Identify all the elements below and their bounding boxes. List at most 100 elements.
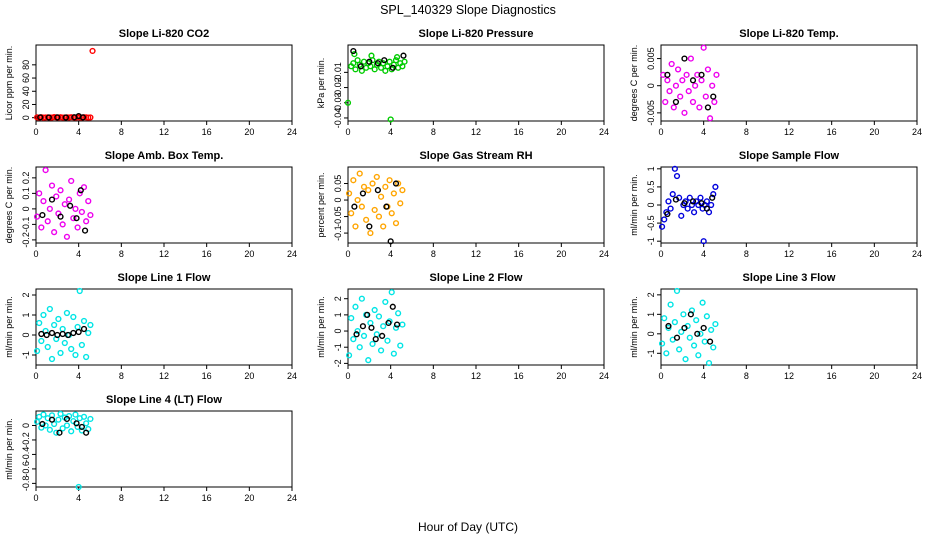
- data-point: [397, 200, 404, 207]
- x-tick-label: 24: [287, 493, 297, 503]
- y-axis-label: kPa per min.: [316, 58, 326, 109]
- x-tick-label: 20: [869, 249, 879, 259]
- data-point: [700, 238, 707, 245]
- panel-1: Slope Li-820 CO2 0 4 8 12 16 20 24 0 20 40 60 80 Lico…: [4, 28, 297, 137]
- y-tick-label: 0: [333, 198, 343, 203]
- data-point: [677, 93, 684, 100]
- data-point: [697, 194, 704, 201]
- data-point: [663, 350, 670, 357]
- x-tick-label: 24: [599, 371, 609, 381]
- data-point: [399, 187, 406, 194]
- data-point: [706, 115, 714, 122]
- data-point: [348, 210, 355, 217]
- y-tick-label: 20: [21, 99, 31, 109]
- highlight-point: [83, 429, 90, 436]
- highlight-point: [54, 114, 61, 121]
- y-tick-label: 0: [646, 83, 656, 88]
- highlight-point: [45, 114, 52, 121]
- highlight-point: [672, 98, 680, 106]
- highlight-point: [48, 329, 56, 337]
- data-point: [33, 418, 41, 425]
- data-point: [368, 52, 375, 59]
- data-point: [51, 321, 58, 329]
- data-point: [365, 187, 372, 194]
- panel-3: Slope Li-820 Temp.0 4 8 12 16 20 24-0.00500.00…: [629, 28, 922, 137]
- data-point: [48, 355, 56, 363]
- panel-4: Slope Amb. Box Temp. 0 4 8 12 16 20 24 -0.2-0.1 0…: [4, 150, 297, 259]
- x-tick-label: 24: [912, 371, 922, 381]
- x-tick-label: 20: [244, 127, 254, 137]
- data-point: [395, 310, 402, 317]
- data-point: [46, 205, 53, 212]
- data-point: [687, 55, 694, 62]
- x-tick-label: 12: [159, 249, 169, 259]
- x-tick-label: 8: [431, 371, 436, 381]
- highlight-point: [351, 203, 358, 210]
- data-point: [692, 82, 699, 89]
- data-point: [57, 410, 64, 417]
- data-point: [388, 210, 395, 217]
- x-tick-label: 20: [244, 493, 254, 503]
- data-point: [703, 313, 710, 320]
- data-point: [713, 71, 720, 78]
- y-tick-label: -0.1: [21, 217, 31, 233]
- y-tick-label: -0.6: [21, 461, 31, 477]
- data-point: [42, 422, 49, 429]
- x-tick-label: 4: [388, 371, 393, 381]
- highlight-point: [64, 331, 72, 339]
- highlight-point: [357, 63, 364, 70]
- data-point: [702, 93, 709, 100]
- highlight-point: [62, 114, 69, 121]
- panel-title: Slope Sample Flow: [739, 150, 840, 162]
- data-point: [42, 167, 49, 174]
- data-point: [68, 428, 75, 435]
- highlight-point: [48, 416, 56, 423]
- y-tick-label: 0: [21, 206, 31, 211]
- data-point: [395, 180, 402, 187]
- data-point: [48, 182, 56, 189]
- data-point: [68, 177, 75, 185]
- y-tick-label: 60: [21, 73, 31, 83]
- x-tick-label: 16: [202, 371, 212, 381]
- data-point: [695, 352, 702, 359]
- y-tick-label: 1: [646, 312, 656, 317]
- data-point: [678, 328, 685, 335]
- x-tick-label: 16: [202, 127, 212, 137]
- highlight-point: [664, 210, 671, 218]
- data-point: [665, 198, 672, 205]
- data-point: [356, 344, 363, 351]
- data-point: [350, 336, 357, 343]
- highlight-point: [374, 60, 381, 67]
- x-tick-label: 16: [514, 371, 524, 381]
- highlight-point: [364, 311, 371, 318]
- x-tick-label: 4: [76, 249, 81, 259]
- x-tick-label: 0: [345, 371, 350, 381]
- data-point: [352, 223, 359, 230]
- y-tick-label: 2: [333, 296, 343, 301]
- data-point: [371, 206, 378, 214]
- highlight-point: [393, 321, 401, 328]
- highlight-point: [366, 58, 373, 65]
- highlight-point: [389, 303, 396, 310]
- data-point: [683, 71, 690, 78]
- y-axis-label: ml/min per min.: [629, 296, 639, 358]
- x-tick-label: 24: [287, 371, 297, 381]
- highlight-point: [80, 325, 88, 333]
- data-point: [672, 82, 680, 89]
- highlight-point: [77, 187, 84, 194]
- highlight-point: [67, 202, 74, 209]
- data-point: [371, 306, 378, 314]
- data-point: [392, 220, 400, 227]
- x-tick-label: 24: [287, 249, 297, 259]
- x-tick-label: 24: [912, 249, 922, 259]
- highlight-point: [704, 104, 712, 111]
- y-tick-label: -0.005: [646, 100, 656, 126]
- panel-6: Slope Sample Flow 0 4 8 12 16 20 24 -1 -0.5 0 0.5 1 m…: [629, 150, 922, 259]
- data-point: [678, 212, 685, 219]
- data-point: [674, 66, 682, 73]
- data-point: [80, 317, 88, 325]
- highlight-point: [70, 329, 77, 337]
- data-point: [36, 190, 43, 197]
- data-point: [390, 190, 397, 197]
- x-tick-label: 8: [119, 493, 124, 503]
